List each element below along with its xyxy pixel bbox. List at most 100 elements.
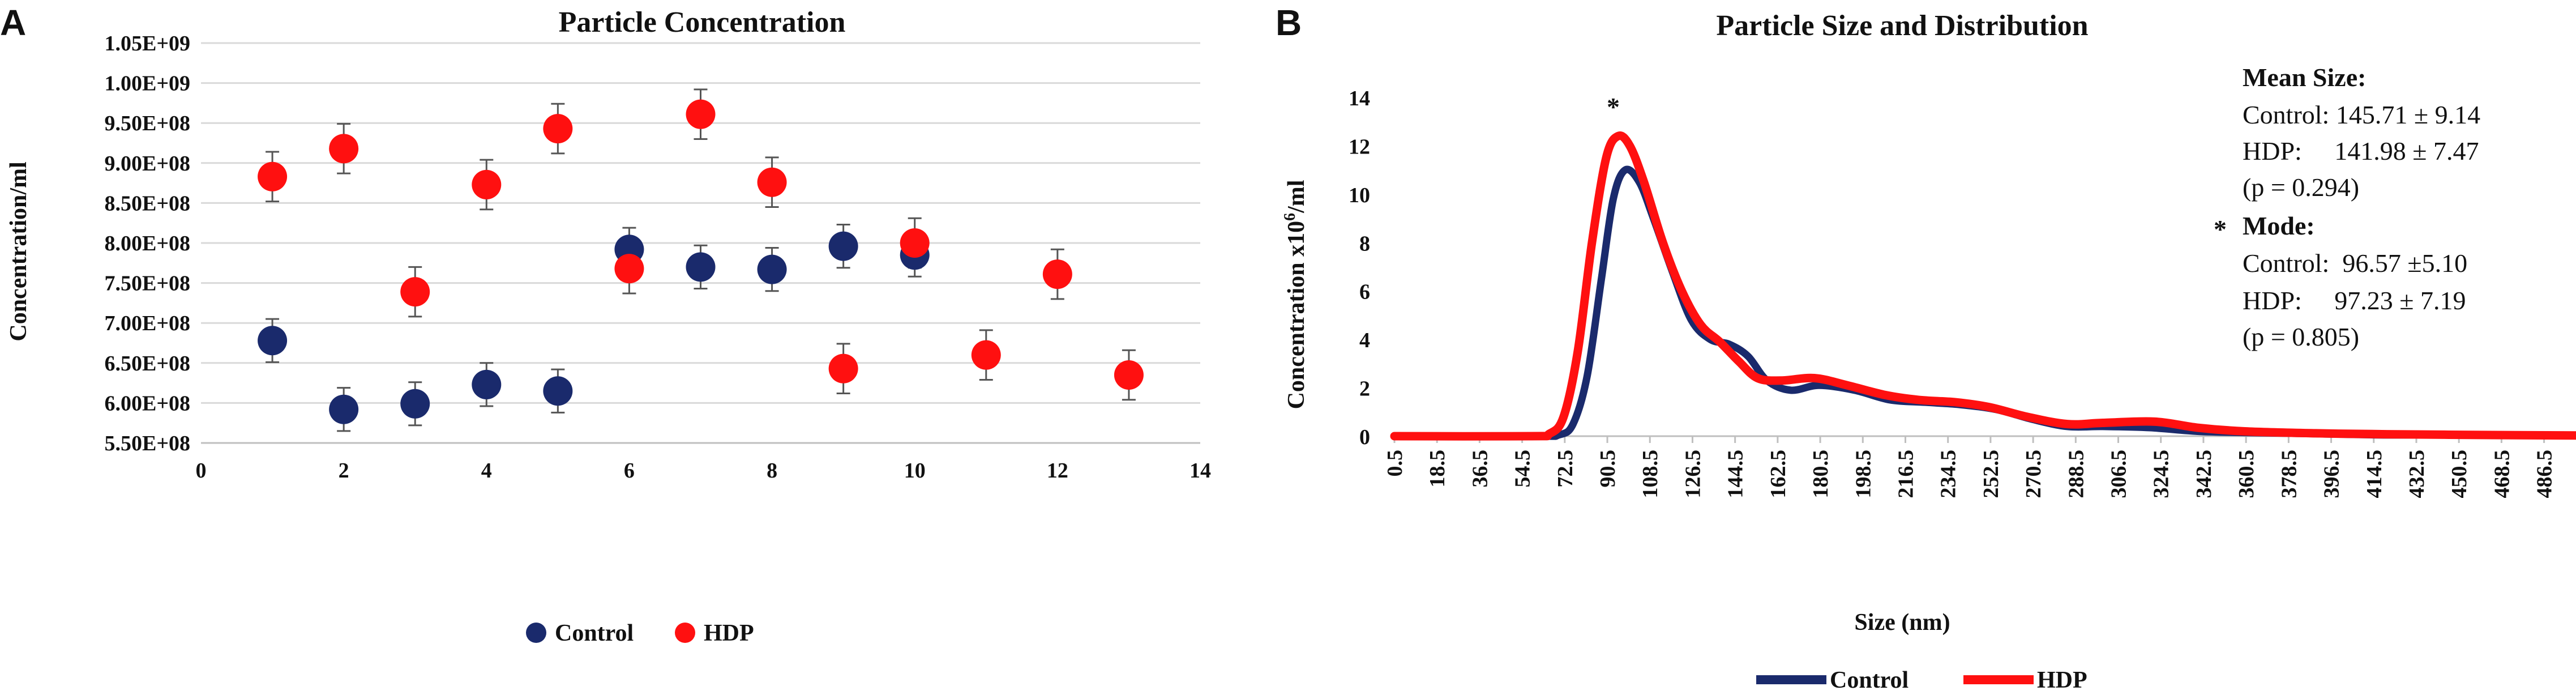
panel-a-title: Particle Concentration [559,6,846,39]
y-tick-label: 14 [1349,87,1370,110]
y-tick-label: 1.05E+09 [105,32,191,56]
x-tick-label: 10 [904,459,926,483]
point-control [258,326,288,356]
point-hdp [900,228,930,258]
point-hdp [757,167,787,197]
point-control [686,252,716,282]
point-hdp [258,161,288,191]
y-tick-label: 8.00E+08 [105,232,191,255]
x-tick-label: 54.5 [1511,450,1535,488]
x-tick-label: 0 [196,459,207,483]
peak-asterisk: * [1607,92,1620,121]
x-tick-label: 126.5 [1681,450,1705,498]
panel-a-y-axis-label: Concentration/ml [6,161,32,341]
point-hdp [543,114,573,144]
mode-hdp: HDP: 97.23 ± 7.19 [2243,286,2466,315]
point-hdp [472,169,502,199]
y-tick-label: 12 [1349,135,1370,159]
y-label-unit: /ml [1283,180,1310,214]
legend-label-hdp: HDP [704,620,754,646]
y-tick-label: 9.50E+08 [105,112,191,135]
mean-size-control: Control: 145.71 ± 9.14 [2243,100,2480,129]
panel-b: B Particle Size and Distribution Concent… [1276,2,2576,693]
x-tick-label: 108.5 [1638,450,1662,498]
x-tick-label: 432.5 [2405,450,2429,498]
panel-a-y-tick-labels: 5.50E+08 6.00E+08 6.50E+08 7.00E+08 7.50E+08… [105,32,191,455]
mode-control: Control: 96.57 ±5.10 [2243,249,2467,278]
point-control [472,369,502,399]
point-control [757,254,787,284]
y-tick-label: 6.50E+08 [105,352,191,376]
x-tick-label: 162.5 [1766,450,1790,498]
panel-a-legend: Control HDP [526,620,754,646]
mode-heading: Mode: [2243,211,2315,240]
point-hdp [971,340,1001,370]
point-hdp [1114,360,1144,390]
x-tick-label: 144.5 [1724,450,1748,498]
x-tick-label: 180.5 [1809,450,1833,498]
x-tick-label: 198.5 [1851,450,1875,498]
legend-label-hdp-b: HDP [2037,667,2087,693]
x-tick-label: 216.5 [1894,450,1918,498]
stats-annotation: Mean Size: Control: 145.71 ± 9.14 HDP: 1… [2214,63,2480,351]
x-tick-label: 378.5 [2277,450,2301,498]
panel-b-x-axis-label: Size (nm) [1854,610,1950,636]
x-tick-label: 396.5 [2320,450,2344,498]
x-tick-label: 306.5 [2107,450,2131,498]
x-tick-label: 72.5 [1554,450,1577,488]
y-tick-label: 8 [1359,232,1370,255]
y-tick-label: 7.00E+08 [105,312,191,335]
y-tick-label: 1.00E+09 [105,72,191,96]
legend-marker-hdp [675,623,695,643]
x-tick-label: 450.5 [2447,450,2471,498]
x-tick-label: 252.5 [1979,450,2003,498]
panel-a-letter: A [0,2,26,43]
x-tick-label: 324.5 [2150,450,2173,498]
x-tick-label: 12 [1047,459,1068,483]
y-tick-label: 10 [1349,184,1370,207]
y-label-superscript: 6 [1281,213,1299,221]
legend-line-control [1756,675,1826,684]
point-hdp [400,277,430,307]
y-tick-label: 6.00E+08 [105,391,191,415]
point-hdp [614,254,644,284]
panel-a-points [258,99,1144,424]
x-tick-label: 4 [481,459,492,483]
y-tick-label: 4 [1359,329,1370,352]
x-tick-label: 0.5 [1383,450,1407,477]
legend-line-hdp [1963,675,2034,684]
x-tick-label: 18.5 [1426,450,1449,488]
x-tick-label: 486.5 [2533,450,2557,498]
y-tick-label: 2 [1359,377,1370,401]
x-tick-label: 14 [1189,459,1211,483]
y-tick-label: 7.50E+08 [105,272,191,296]
x-tick-label: 468.5 [2490,450,2514,498]
x-tick-label: 360.5 [2235,450,2258,498]
panel-b-y-tick-labels: 0 2 4 6 8 10 12 14 [1349,87,1370,449]
panel-b-letter: B [1276,2,1302,43]
x-tick-label: 36.5 [1468,450,1492,488]
panel-b-lines [1390,131,2576,441]
x-tick-label: 234.5 [1937,450,1961,498]
x-tick-label: 414.5 [2363,450,2386,498]
point-hdp [329,134,359,164]
mode-asterisk: * [2214,215,2227,244]
legend-marker-control [526,623,546,643]
y-tick-label: 9.00E+08 [105,152,191,176]
y-tick-label: 5.50E+08 [105,432,191,455]
panel-b-y-axis-label: Concentration x106/ml [1281,180,1310,410]
x-tick-label: 288.5 [2064,450,2088,498]
panel-b-legend: Control HDP [1756,667,2087,693]
panel-a-x-tick-labels: 0 2 4 6 8 10 12 14 [196,459,1212,483]
point-hdp [686,99,716,129]
point-control [543,376,573,406]
x-tick-label: 90.5 [1596,450,1620,488]
legend-label-control: Control [555,620,634,646]
mode-p-value: (p = 0.805) [2243,322,2359,351]
point-hdp [1042,259,1072,289]
point-control [329,394,359,424]
x-tick-label: 342.5 [2192,450,2216,498]
x-tick-label: 6 [624,459,635,483]
series-line-hdp [1390,131,2576,441]
